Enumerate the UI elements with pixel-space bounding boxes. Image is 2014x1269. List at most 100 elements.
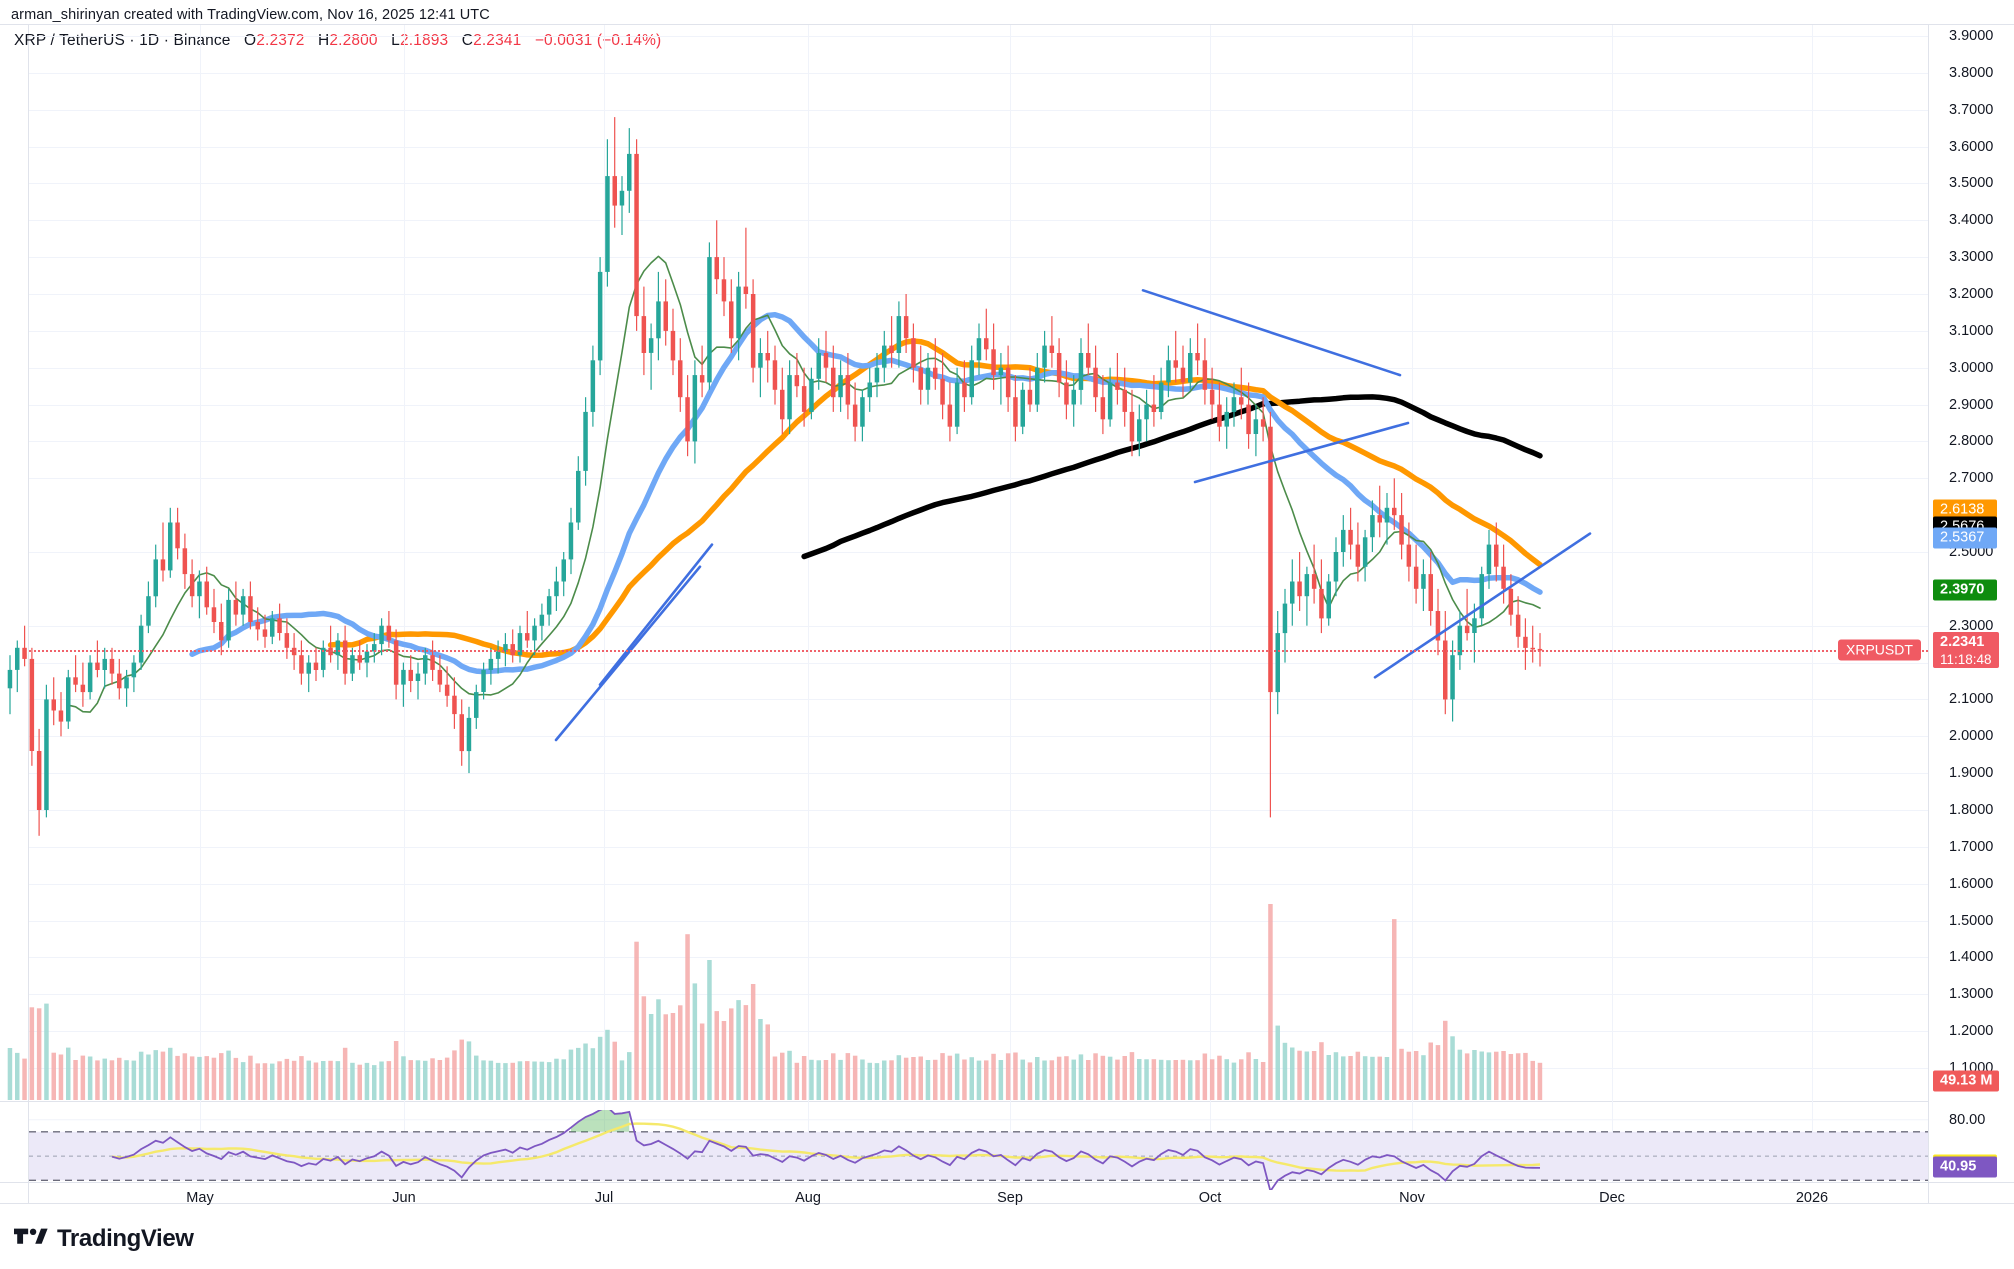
candle-body[interactable]: [612, 176, 618, 206]
candle-body[interactable]: [532, 625, 537, 641]
candle-body[interactable]: [350, 655, 355, 674]
candle-body[interactable]: [423, 655, 428, 674]
candle-body[interactable]: [321, 647, 326, 670]
candle-body[interactable]: [1209, 389, 1215, 405]
candle-body[interactable]: [1260, 419, 1266, 427]
candle-body[interactable]: [1188, 353, 1193, 383]
candle-body[interactable]: [1406, 544, 1412, 567]
candle-body[interactable]: [1253, 419, 1259, 434]
candle-body[interactable]: [22, 647, 27, 659]
candle-body[interactable]: [1180, 367, 1186, 383]
candle-body[interactable]: [1129, 411, 1135, 442]
candle-body[interactable]: [1530, 647, 1536, 650]
candle-body[interactable]: [1231, 397, 1237, 412]
candle-body[interactable]: [1151, 404, 1157, 412]
candle-body[interactable]: [1107, 382, 1113, 420]
candle-body[interactable]: [1078, 353, 1084, 390]
candle-body[interactable]: [554, 581, 559, 597]
candle-body[interactable]: [372, 644, 377, 652]
candle-body[interactable]: [386, 625, 392, 641]
candle-body[interactable]: [597, 271, 603, 361]
candle-body[interactable]: [1457, 625, 1463, 656]
candle-body[interactable]: [444, 684, 450, 696]
candle-body[interactable]: [539, 614, 545, 626]
candle-body[interactable]: [729, 301, 734, 339]
candle-body[interactable]: [590, 360, 596, 412]
candle-body[interactable]: [66, 677, 71, 722]
candle-body[interactable]: [1071, 389, 1077, 405]
candle-body[interactable]: [714, 257, 720, 280]
candle-body[interactable]: [408, 669, 414, 681]
candle-body[interactable]: [1297, 581, 1302, 597]
candle-body[interactable]: [1115, 382, 1120, 390]
candle-body[interactable]: [685, 397, 690, 442]
candle-body[interactable]: [270, 618, 275, 637]
candle-body[interactable]: [1479, 574, 1485, 619]
candle-body[interactable]: [1494, 544, 1499, 567]
candle-body[interactable]: [852, 404, 858, 427]
candle-body[interactable]: [1355, 544, 1361, 567]
candle-body[interactable]: [1020, 389, 1026, 427]
candle-body[interactable]: [1326, 581, 1332, 619]
candle-body[interactable]: [182, 548, 188, 575]
candle-body[interactable]: [692, 375, 698, 442]
candle-body[interactable]: [80, 684, 86, 693]
candle-body[interactable]: [561, 559, 567, 582]
trendline-descending-upper[interactable]: [1141, 288, 1402, 377]
candle-body[interactable]: [517, 633, 523, 656]
candle-body[interactable]: [889, 345, 894, 353]
candle-body[interactable]: [415, 673, 421, 681]
candle-body[interactable]: [976, 338, 982, 361]
candle-body[interactable]: [248, 596, 253, 622]
candle-body[interactable]: [845, 375, 851, 405]
candle-body[interactable]: [379, 625, 384, 645]
candle-body[interactable]: [867, 382, 873, 398]
candle-body[interactable]: [7, 669, 13, 689]
candle-body[interactable]: [896, 316, 902, 353]
candle-body[interactable]: [648, 338, 654, 353]
candle-body[interactable]: [488, 658, 494, 670]
candle-body[interactable]: [168, 522, 173, 571]
candle-body[interactable]: [1056, 353, 1062, 383]
candle-body[interactable]: [284, 633, 290, 648]
trendline-descending-lower[interactable]: [1193, 421, 1410, 484]
candle-body[interactable]: [911, 338, 916, 368]
candle-body[interactable]: [1341, 529, 1346, 552]
candle-body[interactable]: [1246, 404, 1251, 435]
candle-body[interactable]: [306, 662, 312, 674]
candle-body[interactable]: [36, 751, 42, 810]
candle-body[interactable]: [984, 338, 989, 350]
trendline-rising-wedge[interactable]: [1373, 532, 1592, 679]
candle-body[interactable]: [1421, 574, 1426, 589]
trendline-rising-support[interactable]: [554, 565, 702, 742]
rsi-indicator-plot[interactable]: [0, 1110, 1928, 1190]
candle-body[interactable]: [1537, 648, 1543, 651]
candle-body[interactable]: [627, 153, 632, 191]
candle-body[interactable]: [1005, 367, 1011, 398]
candle-body[interactable]: [780, 389, 785, 420]
candle-body[interactable]: [474, 692, 479, 718]
candle-body[interactable]: [1217, 404, 1222, 427]
candle-body[interactable]: [1377, 515, 1383, 523]
candle-body[interactable]: [882, 345, 887, 368]
candle-body[interactable]: [58, 710, 64, 722]
candle-body[interactable]: [277, 618, 282, 633]
candle-body[interactable]: [1239, 397, 1244, 405]
candle-body[interactable]: [1202, 360, 1208, 390]
candle-body[interactable]: [452, 695, 457, 715]
candle-body[interactable]: [860, 397, 865, 427]
candle-body[interactable]: [73, 677, 78, 685]
candle-body[interactable]: [1224, 411, 1230, 427]
candle-body[interactable]: [102, 658, 108, 670]
candle-body[interactable]: [1013, 397, 1018, 427]
candle-body[interactable]: [1086, 353, 1091, 368]
candle-body[interactable]: [605, 176, 610, 272]
candle-body[interactable]: [226, 599, 231, 641]
candle-body[interactable]: [707, 257, 712, 383]
candle-body[interactable]: [918, 367, 924, 390]
candle-body[interactable]: [393, 640, 399, 685]
candle-body[interactable]: [750, 294, 756, 368]
candle-body[interactable]: [1435, 611, 1441, 641]
candle-body[interactable]: [546, 596, 552, 615]
candle-body[interactable]: [1413, 566, 1419, 589]
